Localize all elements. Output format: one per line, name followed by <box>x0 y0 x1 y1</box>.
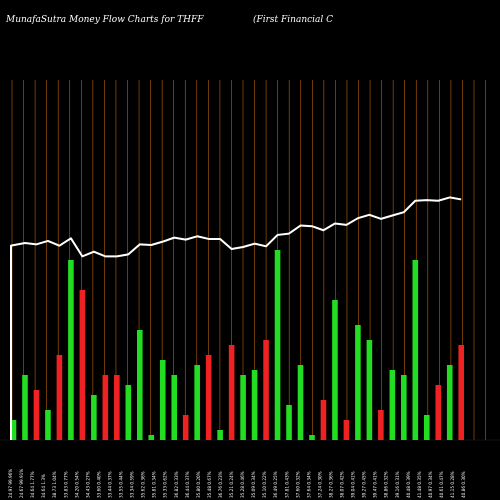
x-tick-label: 38.07 0.42% <box>340 471 345 498</box>
money-flow-bar <box>148 435 155 440</box>
x-tick-label: 34.64 1.77% <box>30 471 35 498</box>
money-flow-bar <box>205 355 212 440</box>
money-flow-bar <box>446 365 453 440</box>
money-flow-bar <box>389 370 396 440</box>
x-tick-label: 34.20 0.54% <box>74 471 79 498</box>
money-flow-bar <box>263 340 269 440</box>
x-tick-label: 37.24 0.30% <box>317 471 322 498</box>
x-tick-label: 36.76 0.23% <box>218 471 223 498</box>
money-flow-bar <box>56 355 63 440</box>
money-flow-bar <box>297 365 304 440</box>
x-tick-label: 24.97 99.96% <box>8 469 13 498</box>
x-tick-label: 35.48 0.67% <box>207 471 212 498</box>
x-tick-label: 34.64 1.3% <box>41 474 46 498</box>
money-flow-bar <box>68 260 74 440</box>
chart-title: MunafaSutra Money Flow Charts for THFF <box>5 15 204 25</box>
x-tick-label: 35.21 0.24% <box>229 471 234 498</box>
money-flow-bar <box>435 385 442 440</box>
chart-subtitle: (First Financial C <box>253 14 333 25</box>
x-tick-label: 36.44 0.37% <box>185 471 190 498</box>
money-flow-bar <box>91 395 97 440</box>
money-flow-bar <box>45 410 51 440</box>
x-tick-label: 36.49 0.25% <box>273 471 278 498</box>
money-flow-bars <box>10 250 465 440</box>
money-flow-bar <box>458 345 465 440</box>
money-flow-bar <box>79 290 86 440</box>
x-tick-label: 38.86 0.32% <box>384 471 389 498</box>
x-tick-label: 40.61 0.47% <box>439 471 444 498</box>
money-flow-bar <box>228 345 235 440</box>
x-tick-label: 33.44 0.37% <box>107 471 112 498</box>
price-line <box>10 196 462 440</box>
x-tick-label: 41.48 0.35% <box>417 471 422 498</box>
x-tick-label: 39.27 0.45% <box>362 471 367 498</box>
money-flow-bar <box>217 430 223 440</box>
x-tick-label: 39.04 0.41% <box>351 471 356 498</box>
money-flow-bar <box>332 300 338 440</box>
money-flow-bar <box>343 420 350 440</box>
x-axis-tick-labels: 24.97 99.96% 24.67 99.91% 34.64 1.77% 34.64… <box>8 469 466 498</box>
x-tick-label: 35.28 0.46% <box>240 471 245 498</box>
money-flow-bar <box>125 385 132 440</box>
x-tick-label: 33.55 0.44% <box>119 471 124 498</box>
money-flow-bar <box>401 375 407 440</box>
x-tick-label: 39.47 0.41% <box>373 471 378 498</box>
money-flow-bar <box>114 375 120 440</box>
money-flow-bar <box>320 400 327 440</box>
x-tick-label: 35.80 0.20% <box>196 471 201 498</box>
x-tick-label: 39.16 0.31% <box>395 471 400 498</box>
x-tick-label: 37.60 0.32% <box>295 471 300 498</box>
money-flow-bar <box>182 415 189 440</box>
money-flow-bar <box>355 325 361 440</box>
x-tick-label: 33.34 0.59% <box>130 471 135 498</box>
x-tick-label: 35.33 0.62% <box>163 471 168 498</box>
money-flow-bar <box>22 375 28 440</box>
x-tick-label: 38.73 1.04% <box>52 471 57 498</box>
money-flow-bar <box>378 410 384 440</box>
x-tick-label: 37.81 0.43% <box>284 471 289 498</box>
money-flow-bar <box>251 370 258 440</box>
x-tick-label: 36.82 0.33% <box>174 471 179 498</box>
money-flow-bar <box>136 330 143 440</box>
x-tick-label: 41.15 0.28% <box>450 471 455 498</box>
money-flow-bar <box>274 250 281 440</box>
x-tick-label: 35.10 0.22% <box>262 471 267 498</box>
x-tick-label: 33.60 0.40% <box>96 471 101 498</box>
x-tick-label: 37.64 0.34% <box>306 471 311 498</box>
x-tick-label: 35.81 0.34% <box>152 471 157 498</box>
money-flow-bar <box>33 390 40 440</box>
money-flow-bar <box>159 360 166 440</box>
money-flow-bar <box>366 340 373 440</box>
price-line-path <box>10 196 462 440</box>
money-flow-bar <box>102 375 109 440</box>
x-tick-label: 35.09 0.34% <box>251 471 256 498</box>
money-flow-bar <box>240 375 246 440</box>
x-tick-label: 40.97 0.34% <box>428 471 433 498</box>
x-tick-label: 35.62 0.36% <box>141 471 146 498</box>
money-flow-bar <box>286 405 292 440</box>
x-tick-label: 40.86 0.30% <box>461 471 466 498</box>
money-flow-bar <box>412 260 419 440</box>
money-flow-bar <box>309 435 315 440</box>
money-flow-bar <box>10 420 17 440</box>
x-tick-label: 33.83 0.77% <box>63 471 68 498</box>
x-tick-label: 34.43 0.27% <box>85 471 90 498</box>
money-flow-bar <box>171 375 178 440</box>
x-tick-label: 40.48 0.39% <box>406 471 411 498</box>
x-tick-label: 38.27 0.36% <box>328 471 333 498</box>
x-tick-label: 24.67 99.91% <box>19 469 24 498</box>
money-flow-bar <box>194 365 200 440</box>
money-flow-bar <box>423 415 430 440</box>
